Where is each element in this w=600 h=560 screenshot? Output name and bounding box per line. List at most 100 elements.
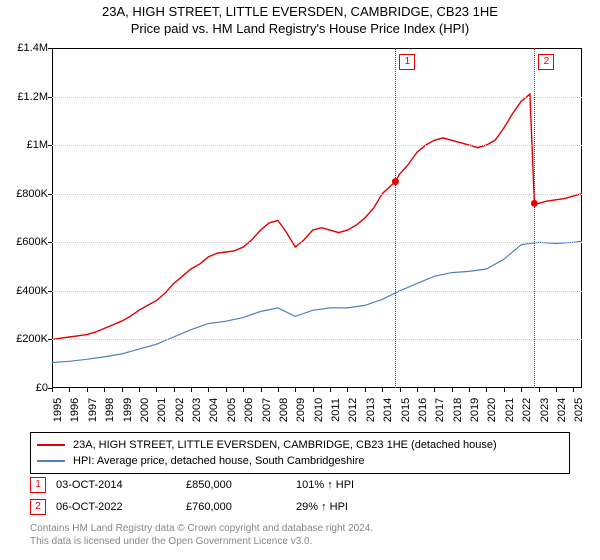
x-tick-mark [452,388,453,392]
x-tick-label: 2004 [208,398,220,422]
y-tick-label: £0 [4,382,48,394]
x-tick-mark [243,388,244,392]
x-tick-mark [486,388,487,392]
legend-swatch [37,460,65,462]
x-tick-mark [87,388,88,392]
event-price: £850,000 [186,479,286,491]
x-tick-label: 2007 [261,398,273,422]
y-tick-label: £1.2M [4,91,48,103]
y-tick-label: £1M [4,139,48,151]
x-tick-mark [122,388,123,392]
x-tick-label: 2002 [174,398,186,422]
event-row: 1 03-OCT-2014 £850,000 101% ↑ HPI [30,474,570,496]
x-tick-mark [295,388,296,392]
gridline [52,194,582,196]
x-tick-label: 2016 [417,398,429,422]
x-tick-label: 2018 [452,398,464,422]
x-tick-mark [226,388,227,392]
x-tick-label: 2025 [573,398,585,422]
event-marker-box: 1 [399,54,415,70]
chart-container: 23A, HIGH STREET, LITTLE EVERSDEN, CAMBR… [0,0,600,560]
x-tick-label: 2012 [347,398,359,422]
event-date: 03-OCT-2014 [56,479,176,491]
x-tick-mark [104,388,105,392]
x-tick-mark [539,388,540,392]
x-tick-mark [347,388,348,392]
footer-attribution: Contains HM Land Registry data © Crown c… [30,522,373,548]
plot-svg [52,48,582,388]
gridline [52,145,582,147]
x-tick-label: 2021 [504,398,516,422]
series-line-price_paid [52,94,582,339]
series-line-hpi [52,241,582,362]
x-tick-mark [174,388,175,392]
x-tick-label: 2019 [469,398,481,422]
x-tick-mark [434,388,435,392]
gridline [52,339,582,341]
x-tick-label: 1999 [122,398,134,422]
event-line [534,48,535,388]
y-tick-label: £600K [4,236,48,248]
event-pct: 29% ↑ HPI [296,501,396,513]
gridline [52,291,582,293]
x-tick-label: 1998 [104,398,116,422]
x-tick-mark [69,388,70,392]
x-tick-label: 2006 [243,398,255,422]
x-tick-label: 2011 [330,398,342,422]
legend-label: HPI: Average price, detached house, Sout… [73,453,364,469]
x-tick-mark [573,388,574,392]
title-block: 23A, HIGH STREET, LITTLE EVERSDEN, CAMBR… [0,0,600,36]
x-tick-label: 2009 [295,398,307,422]
x-tick-label: 2013 [365,398,377,422]
event-row: 2 06-OCT-2022 £760,000 29% ↑ HPI [30,496,570,518]
event-line [395,48,396,388]
event-index-box: 2 [30,499,46,515]
x-tick-label: 2015 [400,398,412,422]
footer-line: Contains HM Land Registry data © Crown c… [30,522,373,535]
x-tick-label: 2024 [556,398,568,422]
x-tick-label: 2003 [191,398,203,422]
events-table: 1 03-OCT-2014 £850,000 101% ↑ HPI 2 06-O… [30,474,570,518]
x-tick-label: 2020 [486,398,498,422]
chart-area: £0£200K£400K£600K£800K£1M£1.2M£1.4M19951… [52,48,582,388]
chart-subtitle: Price paid vs. HM Land Registry's House … [0,21,600,36]
event-pct: 101% ↑ HPI [296,479,396,491]
x-tick-mark [208,388,209,392]
x-tick-mark [191,388,192,392]
legend-label: 23A, HIGH STREET, LITTLE EVERSDEN, CAMBR… [73,437,497,453]
event-date: 06-OCT-2022 [56,501,176,513]
x-tick-mark [521,388,522,392]
x-tick-mark [504,388,505,392]
x-tick-label: 2001 [156,398,168,422]
gridline [52,242,582,244]
x-tick-label: 2008 [278,398,290,422]
x-tick-mark [139,388,140,392]
y-tick-label: £200K [4,333,48,345]
x-tick-label: 2022 [521,398,533,422]
x-tick-mark [382,388,383,392]
y-tick-label: £800K [4,188,48,200]
event-index-box: 1 [30,477,46,493]
legend-swatch [37,444,65,446]
x-tick-label: 2000 [139,398,151,422]
legend-item-hpi: HPI: Average price, detached house, Sout… [37,453,563,469]
x-tick-label: 1995 [52,398,64,422]
x-tick-mark [156,388,157,392]
footer-line: This data is licensed under the Open Gov… [30,535,373,548]
y-tick-label: £400K [4,285,48,297]
x-tick-label: 1996 [69,398,81,422]
event-price: £760,000 [186,501,286,513]
chart-title: 23A, HIGH STREET, LITTLE EVERSDEN, CAMBR… [0,4,600,19]
x-tick-mark [278,388,279,392]
legend: 23A, HIGH STREET, LITTLE EVERSDEN, CAMBR… [30,432,570,474]
x-tick-label: 2014 [382,398,394,422]
x-tick-mark [556,388,557,392]
x-tick-mark [417,388,418,392]
y-tick-label: £1.4M [4,42,48,54]
x-tick-mark [469,388,470,392]
x-tick-label: 2023 [539,398,551,422]
x-tick-mark [52,388,53,392]
legend-item-price-paid: 23A, HIGH STREET, LITTLE EVERSDEN, CAMBR… [37,437,563,453]
gridline [52,97,582,99]
x-tick-label: 1997 [87,398,99,422]
